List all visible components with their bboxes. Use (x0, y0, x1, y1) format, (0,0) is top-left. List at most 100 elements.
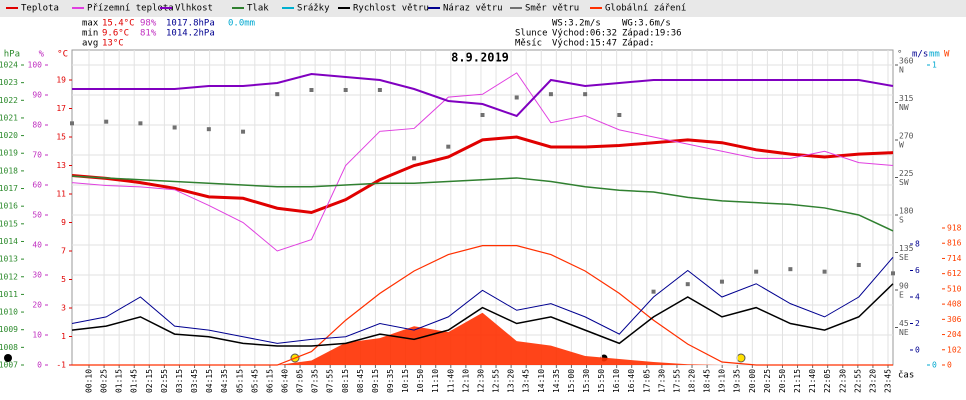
grid-layer (72, 50, 893, 366)
y-tick-label: 102 (947, 345, 962, 354)
direction-point (685, 282, 690, 287)
y-tick-label: 5 (61, 275, 66, 284)
y-tick-label: 510 (947, 284, 962, 293)
direction-point (480, 113, 485, 117)
x-tick-label: 09:15 (371, 369, 380, 393)
stat-text: 9.6°C (102, 29, 129, 39)
y-tick-label: 408 (947, 300, 962, 309)
y-tick-label: -1 (56, 361, 66, 370)
x-tick-label: 20:00 (748, 369, 757, 393)
x-tick-label: 06:15 (265, 369, 274, 393)
y-tick-label: 1015 (0, 219, 18, 228)
radiation-area (72, 312, 893, 365)
legend-bar (0, 0, 966, 17)
direction-point (275, 92, 280, 97)
y-tick-label: 135 (899, 244, 914, 253)
stat-text: 0.0mm (228, 19, 255, 29)
direction-point (446, 144, 451, 149)
y-tick-label: 7 (61, 247, 66, 256)
series-line (72, 72, 894, 118)
x-tick-label: 01:15 (115, 369, 124, 393)
x-tick-label: 07:05 (296, 369, 305, 393)
sunset-marker (736, 353, 746, 363)
direction-point (138, 121, 143, 126)
x-tick-label: 21:40 (808, 369, 817, 393)
stat-text: min (82, 29, 98, 39)
y-tick-label: 918 (947, 224, 962, 233)
x-tick-label: 14:35 (552, 369, 561, 393)
y-tick-label: 50 (32, 211, 42, 220)
info-text: Východ:06:32 (552, 29, 617, 39)
legend-label: Náraz větru (443, 4, 503, 14)
y-tick-label: 1013 (0, 255, 18, 264)
y-tick-label: 30 (32, 271, 42, 280)
x-tick-label: 16:40 (627, 369, 636, 393)
y-tick-label: 6 (915, 266, 920, 275)
x-tick-label: 12:10 (461, 369, 470, 393)
corner-marker (4, 354, 12, 362)
y-tick-label: 1023 (0, 78, 18, 87)
direction-point (754, 269, 759, 274)
y-tick-label: 1018 (0, 166, 18, 175)
x-tick-label: 06:40 (280, 369, 289, 393)
info-text: Slunce (515, 29, 548, 39)
x-tick-label: 20:25 (763, 369, 772, 393)
y-tick-label: 1017 (0, 184, 18, 193)
legend-label: Srážky (297, 4, 330, 14)
y-tick-label: 1014 (0, 237, 18, 246)
y-tick-label: 11 (56, 190, 66, 199)
x-tick-label: 11:10 (431, 369, 440, 393)
y-tick-label: SW (899, 178, 909, 187)
x-tick-label: 05:15 (235, 369, 244, 393)
x-tick-label: 12:55 (492, 369, 501, 393)
x-tick-label: 07:55 (326, 369, 335, 393)
info-text: Měsíc (515, 39, 542, 49)
x-tick-label: 15:50 (597, 369, 606, 393)
direction-point (412, 156, 417, 161)
x-tick-label: 10:50 (416, 369, 425, 393)
legend-label: Přízemní teplota (87, 4, 174, 14)
y-tick-label: 17 (56, 104, 66, 113)
direction-point (241, 129, 246, 134)
y-tick-label: 15 (56, 133, 66, 142)
direction-point (548, 92, 553, 97)
y-tick-label: 1016 (0, 202, 18, 211)
y-tick-label: 0 (915, 346, 920, 355)
x-tick-label: 23:20 (868, 369, 877, 393)
y-tick-label: 612 (947, 269, 962, 278)
series-line (71, 135, 894, 215)
direction-point (514, 95, 519, 100)
legend-label: Směr větru (525, 4, 579, 14)
y-tick-label: 714 (947, 254, 962, 263)
y-tick-label: 0 (932, 361, 937, 370)
legend-label: Teplota (21, 4, 59, 14)
direction-point (70, 121, 74, 126)
clear-sky-line (72, 245, 893, 366)
legend-label: Tlak (247, 4, 269, 14)
direction-point (651, 289, 656, 294)
y-tick-label: 9 (61, 218, 66, 227)
x-tick-label: 02:55 (160, 369, 169, 393)
y-tick-label: 1 (932, 61, 937, 70)
direction-point (719, 279, 724, 284)
y-tick-label: 225 (899, 169, 914, 178)
x-tick-label: 17:55 (672, 369, 681, 393)
y-tick-label: 80 (32, 121, 42, 130)
y-tick-label: 2 (915, 319, 920, 328)
chart-title: 8.9.2019 (451, 51, 509, 65)
direction-point (309, 88, 314, 92)
y-tick-label: 315 (899, 94, 914, 103)
y-tick-label: 19 (56, 76, 66, 85)
axis-unit: m/s (912, 50, 928, 60)
x-tick-label: 14:10 (537, 369, 546, 393)
stat-text: 81% (140, 29, 157, 39)
axis-unit: °C (57, 50, 68, 60)
y-tick-label: 1024 (0, 61, 18, 70)
y-tick-label: 0 (37, 361, 42, 370)
legend-label: Vlhkost (175, 4, 213, 14)
x-tick-label: 01:45 (130, 369, 139, 393)
y-tick-label: 1020 (0, 131, 18, 140)
y-tick-label: 4 (915, 293, 920, 302)
axis-unit: ° (897, 50, 902, 60)
y-tick-label: NE (899, 328, 909, 337)
